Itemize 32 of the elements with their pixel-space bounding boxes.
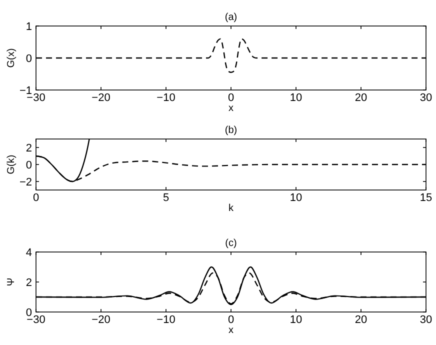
x-axis-title: x [228,325,234,336]
x-tick-label: 10 [290,192,302,204]
y-tick-label: 0 [26,160,32,172]
y-axis-title: G(k) [6,154,17,174]
y-tick-label: 4 [26,247,32,259]
x-tick-label: 30 [420,92,432,104]
x-tick-label: −30 [26,314,46,326]
y-axis-title: G(x) [6,48,17,68]
y-tick-label: −2 [19,176,32,188]
x-tick-label: −10 [156,314,176,326]
x-tick-label: 15 [420,192,432,204]
y-tick-label: 0 [26,53,32,65]
x-tick-label: −10 [156,92,176,104]
x-tick-label: 10 [290,314,302,326]
x-axis-title: k [228,203,234,214]
x-tick-label: 30 [420,314,432,326]
y-tick-label: 2 [26,142,32,154]
x-tick-label: 5 [162,192,170,204]
chart-title: (c) [225,238,237,249]
chart-title: (b) [224,125,238,136]
x-tick-label: 20 [354,92,368,104]
x-tick-label: 0 [228,92,234,104]
y-tick-label: 1 [26,21,32,33]
x-tick-label: −20 [92,92,110,104]
y-axis-title: Ψ [6,278,17,286]
x-tick-label: 0 [228,314,234,326]
chart-title: (a) [224,12,238,23]
x-tick-label: 20 [354,314,368,326]
x-tick-label: −20 [92,314,110,326]
x-axis-title: x [228,103,234,114]
y-tick-label: 2 [26,277,32,289]
x-tick-label: 10 [290,92,302,104]
